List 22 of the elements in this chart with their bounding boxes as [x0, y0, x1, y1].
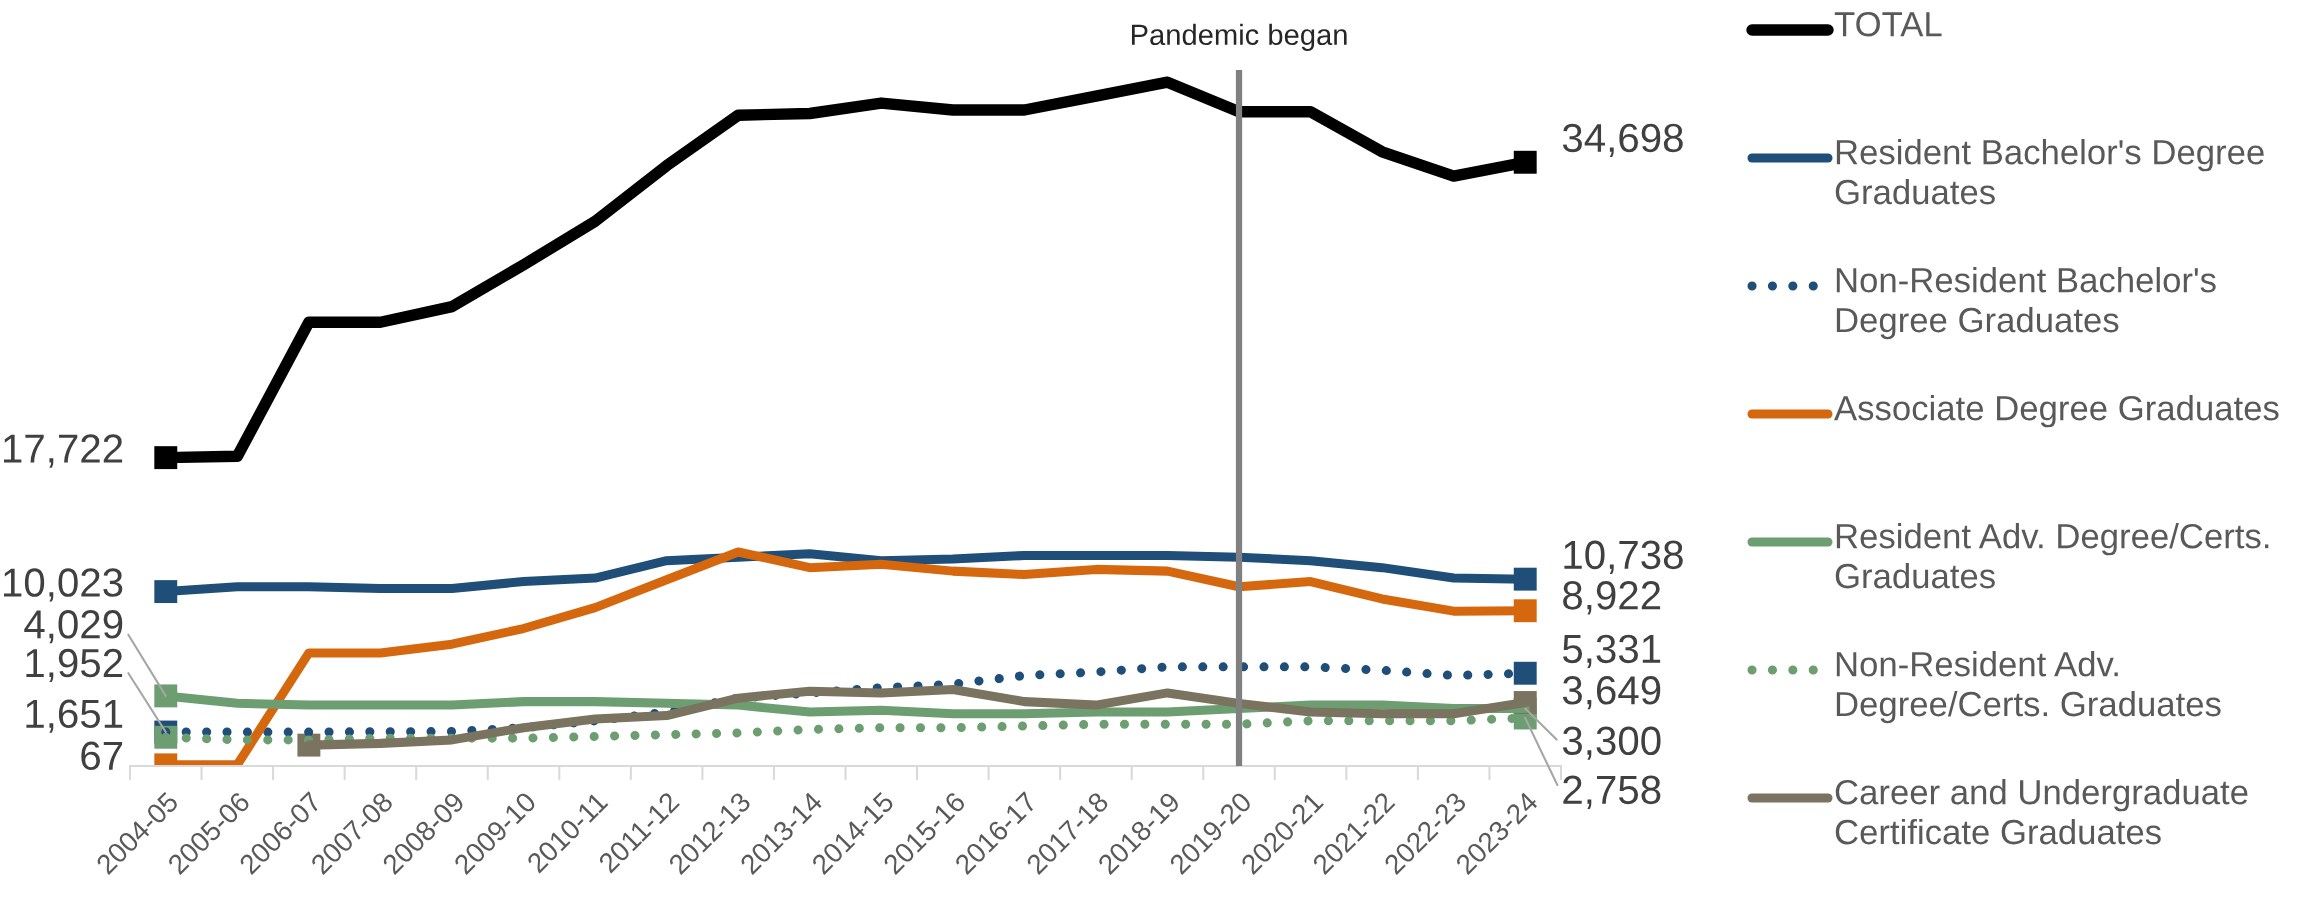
data-label: 10,738 — [1564, 540, 1683, 574]
legend-label: Non-Resident Adv. Degree/Certs. Graduates — [1836, 651, 2221, 724]
data-label: 3,649 — [1562, 676, 1661, 710]
legend-label: Non-Resident Bachelor's Degree Graduates — [1836, 267, 2216, 340]
data-label: 17,722 — [4, 434, 123, 468]
data-label: 67 — [81, 741, 123, 771]
point — [1513, 661, 1537, 685]
legend-label: Resident Adv. Degree/Certs. Graduates — [1835, 523, 2269, 589]
data-label: 3,300 — [1562, 726, 1661, 760]
data-label: 10,023 — [4, 568, 123, 602]
legend-label: Career and Undergraduate Certificate Graduates — [1835, 779, 2248, 845]
legend-label: TOTAL — [1834, 11, 1942, 37]
legend-label: Resident Bachelor's Degree Graduates — [1835, 139, 2264, 205]
data-label: 5,331 — [1562, 634, 1661, 668]
data-label: 34,698 — [1562, 123, 1683, 157]
data-label: 4,029 — [24, 610, 123, 644]
legend-label: Associate Degree Graduates — [1834, 395, 2279, 428]
data-label: 1,952 — [26, 648, 123, 683]
data-label: 1,651 — [26, 699, 123, 733]
data-label: 8,922 — [1563, 581, 1661, 615]
ref-line-label: Pandemic began — [1131, 23, 1347, 51]
data-label: 2,758 — [1563, 775, 1661, 809]
